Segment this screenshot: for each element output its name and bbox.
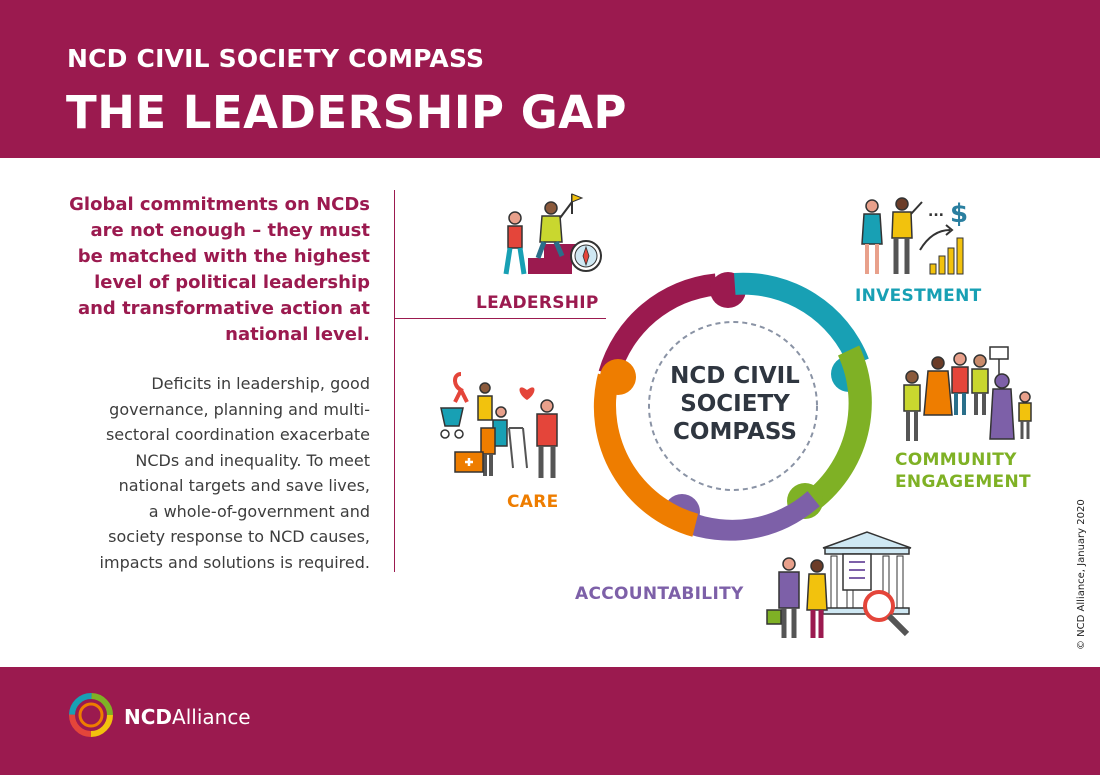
segment-leadership — [598, 273, 718, 377]
segment-care — [593, 373, 699, 537]
care-illustration — [440, 372, 558, 478]
lead-line: national level. — [225, 324, 370, 345]
center-line: SOCIETY — [680, 391, 790, 417]
lead-line: level of political leadership — [94, 272, 370, 293]
kicker-title: NCD CIVIL SOCIETY COMPASS — [67, 44, 485, 73]
pillar-label-leadership: LEADERSHIP — [476, 293, 599, 313]
body-line: governance, planning and multi- — [109, 399, 370, 419]
body-line: sectoral coordination exacerbate — [105, 425, 370, 444]
segment-community — [795, 345, 872, 517]
investment-illustration: ... $ — [861, 197, 968, 275]
leadership-connector-line — [394, 318, 606, 319]
copyright-notice: © NCD Alliance, January 2020 — [1076, 499, 1087, 650]
body-line: NCDs and inequality. To meet — [135, 450, 370, 470]
lead-line: be matched with the highest — [77, 246, 370, 267]
center-line: COMPASS — [673, 419, 797, 445]
community-label-line: ENGAGEMENT — [895, 472, 1031, 492]
header-banner: NCD CIVIL SOCIETY COMPASS THE LEADERSHIP… — [0, 0, 1100, 158]
center-line: NCD CIVIL — [670, 363, 800, 389]
page-title: THE LEADERSHIP GAP — [66, 86, 627, 139]
body-paragraph: Deficits in leadership, good governance,… — [40, 371, 370, 575]
body-line: society response to NCD causes, — [108, 527, 370, 546]
body-line: a whole-of-government and — [148, 501, 370, 521]
body-line: Deficits in leadership, good — [151, 374, 370, 393]
segment-investment — [734, 272, 869, 367]
body-line: impacts and solutions is required. — [99, 552, 370, 572]
community-illustration — [903, 346, 1032, 441]
svg-text:$: $ — [950, 199, 968, 229]
ncd-alliance-logo-text: NCDAlliance — [124, 705, 251, 729]
svg-text:...: ... — [928, 204, 944, 220]
compass-center-disc — [642, 315, 824, 497]
pillar-label-community-engagement: COMMUNITY ENGAGEMENT — [895, 449, 1055, 493]
lead-line: are not enough – they must — [90, 220, 370, 241]
pillar-label-investment: INVESTMENT — [855, 286, 982, 306]
compass-segments — [593, 272, 872, 541]
leadership-illustration — [503, 193, 602, 275]
logo-regular-text: Alliance — [172, 705, 251, 729]
logo-bold-text: NCD — [124, 705, 173, 729]
ncd-alliance-logo-icon — [69, 693, 113, 737]
lead-line: Global commitments on NCDs — [69, 194, 370, 215]
compass-center-dashed-circle — [648, 321, 818, 491]
accountability-illustration — [766, 531, 912, 638]
community-label-line: COMMUNITY — [895, 450, 1017, 470]
compass-center-title: NCD CIVIL SOCIETY COMPASS — [650, 362, 820, 446]
vertical-divider — [394, 190, 395, 572]
segment-care-knob — [600, 359, 636, 395]
body-line: national targets and save lives, — [118, 476, 370, 495]
lead-line: and transformative action at — [77, 298, 370, 319]
segment-accountability — [678, 491, 820, 541]
pillar-label-accountability: ACCOUNTABILITY — [575, 584, 744, 604]
pillar-label-care: CARE — [507, 492, 559, 512]
footer-banner — [0, 667, 1100, 775]
lead-paragraph: Global commitments on NCDs are not enoug… — [40, 192, 370, 348]
